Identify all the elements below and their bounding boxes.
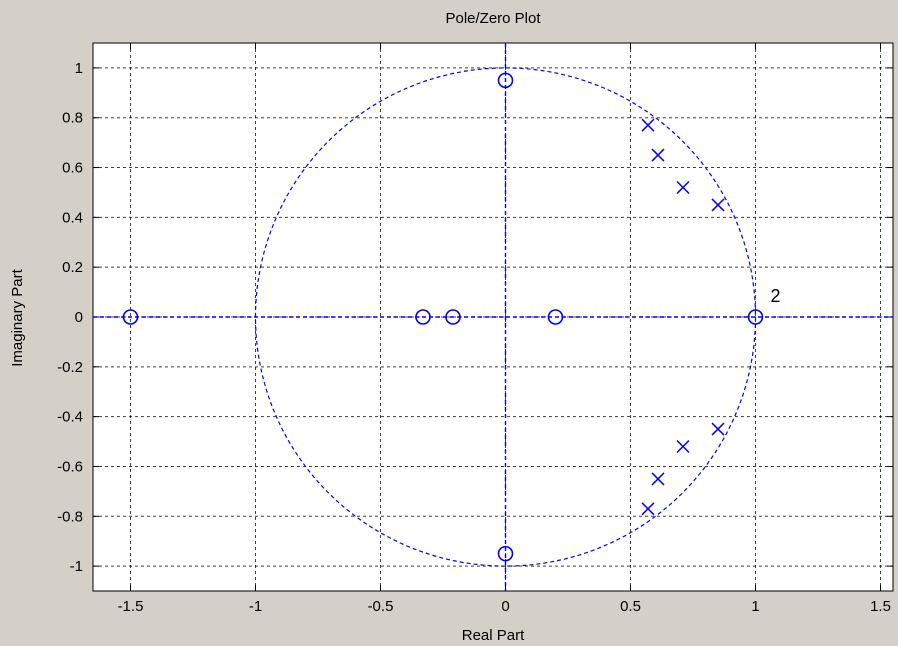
y-axis-label: Imaginary Part (9, 268, 26, 366)
annotations: 2 (771, 286, 781, 306)
y-tick-labels: 1 0.8 0.6 0.4 0.2 0 -0.2 -0.4 -0.6 -0.8 -1 (57, 60, 83, 575)
pole-marker (676, 180, 690, 195)
pole-marker (651, 472, 665, 486)
x-axis-label: Real Part (462, 627, 525, 644)
pole-marker (676, 439, 690, 454)
pole-marker (711, 422, 725, 436)
pole-marker-stroke (641, 118, 655, 132)
zero-marker (497, 72, 514, 89)
pole-marker-stroke (711, 198, 725, 212)
x-tick-label: 0.5 (620, 598, 641, 615)
grid-lines (93, 43, 893, 591)
x-tick-label: 1 (751, 598, 759, 615)
pole-marker (641, 502, 655, 516)
x-tick-label: 1.5 (870, 598, 891, 615)
pole-marker-stroke (676, 439, 690, 454)
zero-marker (747, 309, 764, 325)
unit-circle (254, 67, 757, 567)
x-tick-label: 0 (501, 598, 509, 615)
zero-marker (547, 309, 564, 325)
pole-marker-stroke (651, 148, 665, 162)
pole-zero-markers (122, 72, 764, 562)
y-tick-label: -0.2 (57, 359, 83, 376)
y-tick-label: -0.8 (57, 508, 83, 525)
pole-marker-stroke (641, 502, 655, 516)
zero-marker (497, 545, 514, 562)
chart-title: Pole/Zero Plot (445, 10, 541, 27)
y-tick-label: 0.6 (62, 160, 83, 177)
pole-marker-stroke (711, 422, 725, 436)
pole-marker (651, 148, 665, 162)
x-tick-label: -0.5 (368, 598, 394, 615)
multiplicity-label: 2 (771, 286, 781, 306)
zero-marker (445, 309, 461, 325)
pole-marker (711, 198, 725, 212)
y-tick-label: 0.2 (62, 259, 83, 276)
zero-marker (415, 309, 431, 325)
y-tick-label: 0 (75, 309, 83, 326)
x-tick-label: -1 (249, 598, 262, 615)
pole-marker-stroke (676, 180, 690, 195)
pole-marker (641, 118, 655, 132)
y-tick-label: -0.4 (57, 409, 83, 426)
y-tick-label: 0.4 (62, 209, 83, 226)
unit-circle-path (254, 67, 757, 567)
x-tick-label: -1.5 (118, 598, 144, 615)
y-tick-label: -0.6 (57, 458, 83, 475)
y-tick-label: -1 (70, 558, 83, 575)
zero-marker (122, 309, 139, 325)
x-tick-labels: -1.5 -1 -0.5 0 0.5 1 1.5 (118, 598, 891, 615)
pole-marker-stroke (651, 472, 665, 486)
y-tick-label: 0.8 (62, 110, 83, 127)
zero-axis-lines (93, 43, 893, 591)
y-tick-label: 1 (75, 60, 83, 77)
